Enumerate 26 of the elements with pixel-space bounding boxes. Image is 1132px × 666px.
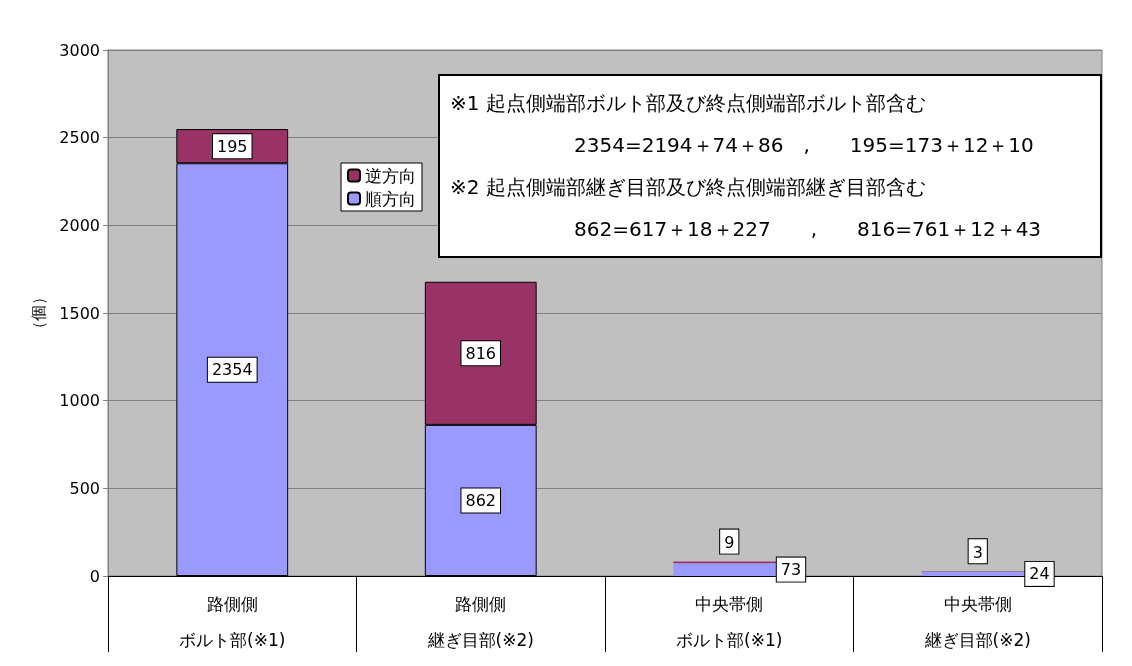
annotation: ※1 起点側端部ボルト部及び終点側端部ボルト部含む: [450, 90, 927, 117]
legend-label: 順方向: [365, 188, 416, 209]
data-label: 862: [465, 490, 497, 510]
annotation: 862=617＋18＋227 , 816=761＋12＋43: [573, 216, 1043, 243]
annotation: 2354=2194＋74＋86 , 195=173＋12＋10: [573, 132, 1035, 159]
y-tick-label: 3000: [59, 40, 100, 60]
data-label: 73: [780, 560, 802, 580]
annotation: ※2 起点側端部継ぎ目部及び終点側端部継ぎ目部含む: [450, 174, 927, 201]
y-tick-label: 0: [89, 566, 100, 586]
data-label: 2354: [211, 360, 253, 380]
data-label: 3: [972, 542, 983, 562]
x-tick-label: 路側側継ぎ目部(※2): [426, 594, 534, 650]
x-tick-label: 中央帯側ボルト部(※1): [676, 594, 783, 650]
legend-label: 逆方向: [365, 165, 416, 186]
data-label: 195: [216, 136, 248, 156]
x-tick-label: 中央帯側継ぎ目部(※2): [923, 594, 1031, 650]
y-tick-label: 2500: [59, 128, 100, 148]
y-tick-label: 1000: [59, 391, 100, 411]
x-tick-label: 路側側ボルト部(※1): [179, 594, 286, 650]
data-label: 9: [724, 533, 735, 553]
y-tick-label: 1500: [59, 303, 100, 323]
y-tick-label: 2000: [59, 215, 100, 235]
y-axis-title: （個）: [28, 289, 48, 337]
data-label: 816: [465, 343, 497, 363]
y-tick-label: 500: [69, 478, 100, 498]
data-label: 24: [1029, 564, 1050, 584]
